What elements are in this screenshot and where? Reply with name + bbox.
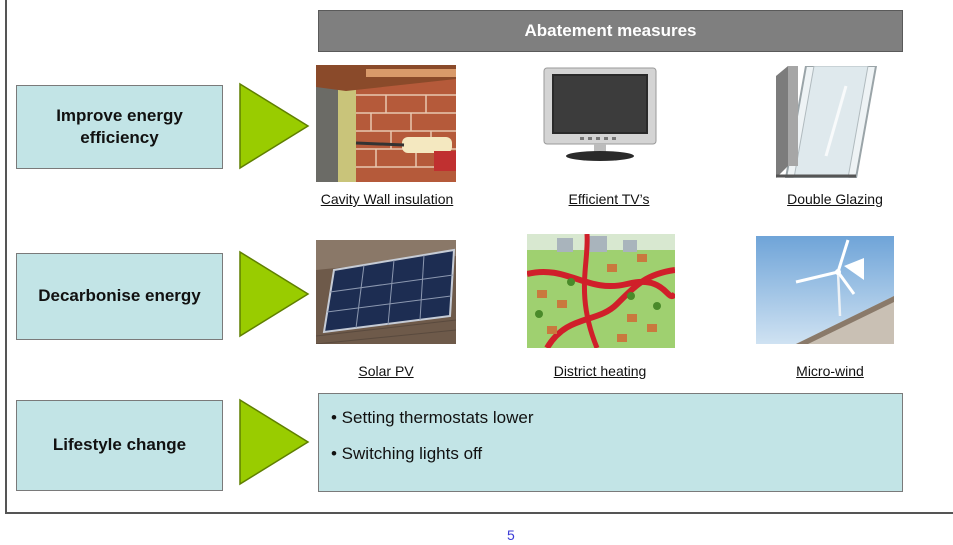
category-improve-efficiency: Improve energy efficiency	[16, 85, 223, 169]
cavity-wall-image	[316, 65, 456, 182]
double-glazing-image	[776, 66, 878, 178]
solar-pv-image	[316, 240, 456, 344]
micro-wind-image	[756, 236, 894, 344]
caption-efficient-tvs[interactable]: Efficient TV’s	[568, 191, 650, 207]
arrow-icon	[239, 250, 310, 338]
caption-solar-pv[interactable]: Solar PV	[358, 363, 414, 379]
lifestyle-measures-box: • Setting thermostats lower • Switching …	[318, 393, 903, 492]
district-heating-image	[527, 234, 675, 348]
caption-district-heating[interactable]: District heating	[553, 363, 647, 379]
bullet-lights-off: • Switching lights off	[331, 444, 483, 463]
page-number: 5	[507, 527, 515, 543]
category-lifestyle-change: Lifestyle change	[16, 400, 223, 491]
abatement-header: Abatement measures	[318, 10, 903, 52]
category-decarbonise-energy: Decarbonise energy	[16, 253, 223, 340]
arrow-icon	[239, 82, 310, 170]
caption-double-glazing[interactable]: Double Glazing	[787, 191, 883, 207]
slide-left-border	[5, 0, 7, 514]
caption-cavity-wall[interactable]: Cavity Wall insulation	[320, 191, 454, 207]
caption-micro-wind[interactable]: Micro-wind	[796, 363, 864, 379]
tv-image	[543, 67, 657, 161]
slide-bottom-border	[5, 512, 953, 514]
arrow-icon	[239, 398, 310, 486]
bullet-thermostats: • Setting thermostats lower	[331, 408, 534, 427]
